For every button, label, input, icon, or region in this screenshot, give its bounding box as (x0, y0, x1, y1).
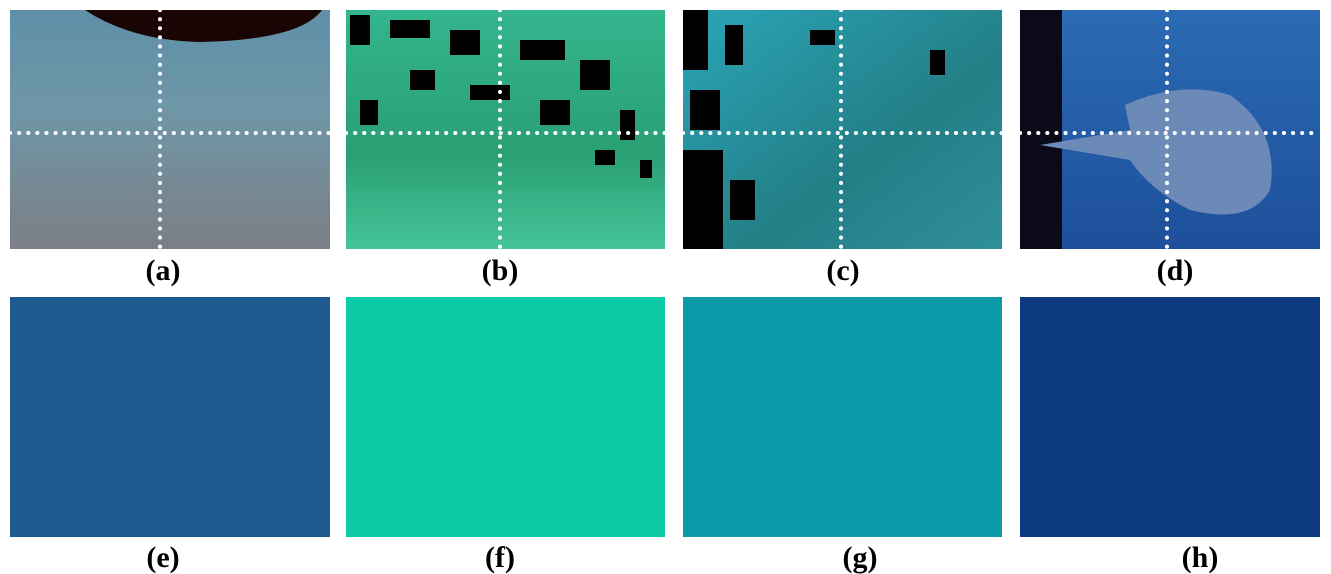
panel-images (10, 10, 1320, 537)
image-e (10, 297, 330, 537)
image-g (683, 297, 1002, 537)
dark-region (1020, 10, 1062, 249)
panel-label: (e) (146, 541, 179, 574)
panel-label: (b) (482, 254, 519, 287)
panel-label: (f) (485, 541, 515, 574)
panel-label: (h) (1182, 541, 1219, 574)
panel-label: (g) (843, 541, 878, 574)
figure: (a) (b) (c) (d) (e) (f) (g) (h) (0, 0, 1331, 574)
panel-label: (c) (826, 254, 859, 287)
image-b (346, 10, 665, 249)
panel-label: (a) (146, 254, 181, 287)
panel-label: (d) (1157, 254, 1194, 287)
image-f (346, 297, 665, 537)
image-h (1020, 297, 1320, 537)
image-a (10, 10, 330, 249)
